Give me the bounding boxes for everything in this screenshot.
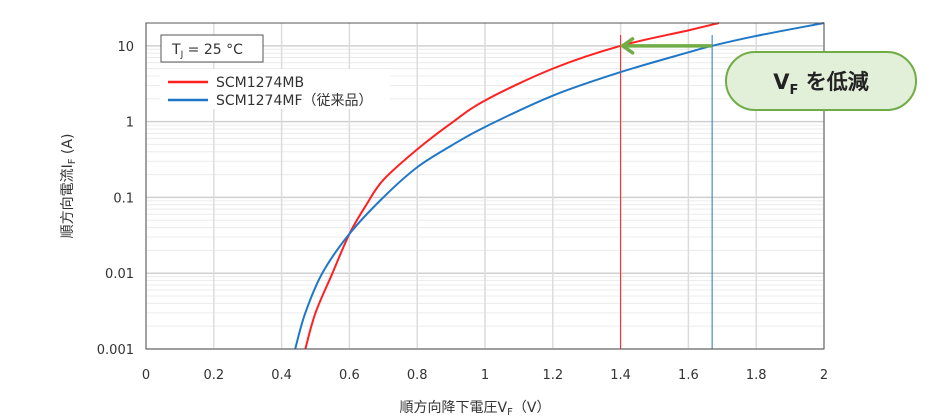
y-tick-label: 0.001 <box>97 343 134 358</box>
x-tick-labels: 0 0.2 0.4 0.6 0.8 1 1.2 1.4 1.6 1.8 2 <box>142 368 828 383</box>
x-tick-label: 1.2 <box>542 368 563 383</box>
x-tick-label: 0.6 <box>339 368 360 383</box>
x-tick-label: 1.6 <box>678 368 699 383</box>
callout-text: VF を低減 <box>773 70 868 98</box>
x-tick-label: 0.2 <box>203 368 224 383</box>
vf-reduction-callout <box>725 51 917 111</box>
arrow-head <box>619 37 635 55</box>
condition-box <box>160 34 264 63</box>
y-tick-labels: 0.001 0.01 0.1 1 10 <box>97 40 134 358</box>
x-tick-label: 1.8 <box>746 368 767 383</box>
vf-reduction-arrow <box>619 37 713 55</box>
legend <box>160 69 390 109</box>
y-tick-label: 1 <box>126 116 134 131</box>
condition-text: TJ = 25 °C <box>171 42 243 60</box>
reference-lines <box>620 35 713 349</box>
y-tick-label: 10 <box>117 40 134 55</box>
x-tick-label: 2 <box>820 368 828 383</box>
plot-frame <box>145 22 825 350</box>
x-tick-label: 0.4 <box>271 368 292 383</box>
legend-label-scm1274mb: SCM1274MB <box>216 75 304 91</box>
x-tick-label: 0.8 <box>407 368 428 383</box>
y-tick-label: 0.01 <box>105 267 134 282</box>
y-axis-label: 順方向電流IF (A) <box>60 134 78 239</box>
legend-label-scm1274mf: SCM1274MF（従来品） <box>216 93 373 109</box>
x-tick-label: 0 <box>142 368 150 383</box>
x-axis-label: 順方向降下電圧VF（V） <box>400 400 551 418</box>
y-tick-label: 0.1 <box>113 191 134 206</box>
x-tick-label: 1 <box>481 368 489 383</box>
x-tick-label: 1.4 <box>610 368 631 383</box>
